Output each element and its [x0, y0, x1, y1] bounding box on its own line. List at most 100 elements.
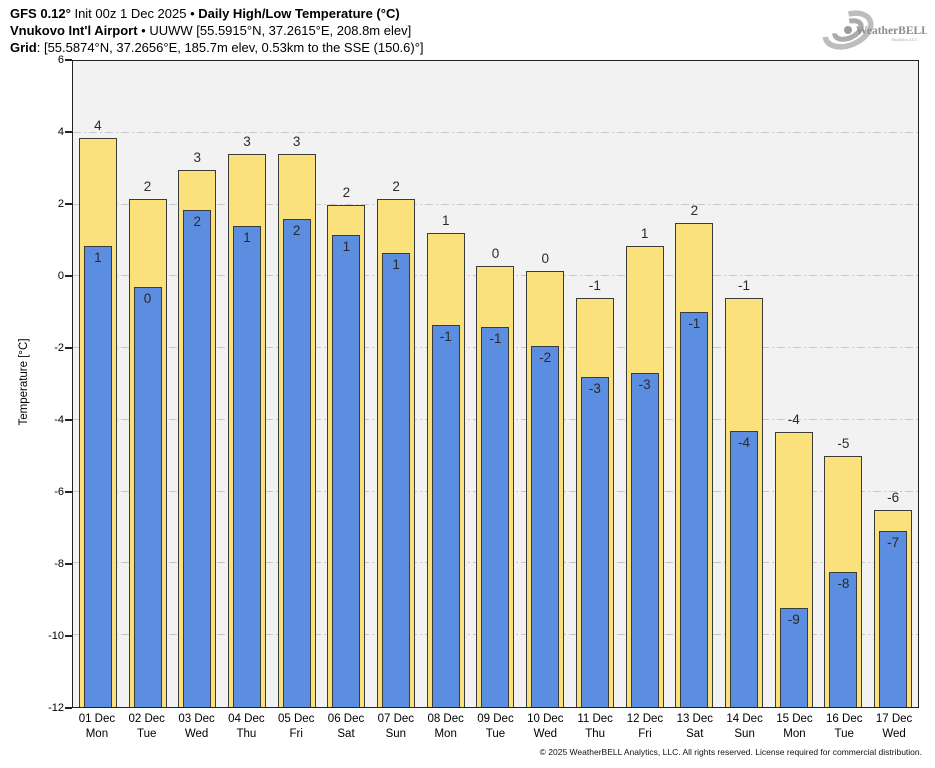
low-temp-label: -9 [787, 612, 800, 628]
y-tick-label: -6 [54, 486, 64, 498]
x-tick-day: Wed [882, 728, 906, 740]
low-temp-bar [680, 312, 709, 707]
y-tick-mark [65, 347, 72, 349]
low-temp-bar [133, 287, 162, 707]
init-time-text: Init 00z 1 Dec 2025 • [70, 6, 199, 21]
x-tick-day: Tue [137, 728, 157, 740]
x-tick-label: 01 Dec Mon [72, 712, 122, 742]
low-temp-label: -1 [688, 316, 701, 332]
x-tick-date: 12 Dec [626, 713, 664, 725]
low-temp-bar [332, 235, 361, 707]
x-tick-date: 07 Dec [377, 713, 415, 725]
weatherbell-logo: WeatherBELL Analytics LLC [822, 10, 927, 50]
logo-brand-text: WeatherBELL [856, 25, 927, 37]
x-tick-date: 01 Dec [78, 713, 116, 725]
high-temp-label: 2 [392, 179, 400, 195]
hurricane-swirl-icon [822, 10, 874, 50]
high-temp-label: -6 [887, 489, 900, 505]
x-tick-day: Tue [485, 728, 506, 740]
low-temp-bar [83, 245, 112, 707]
low-temp-label: 1 [342, 239, 351, 255]
low-temp-bar [431, 324, 460, 707]
low-temp-bar [730, 430, 759, 707]
low-temp-label: -7 [887, 535, 900, 551]
x-tick-label: 16 Dec Tue [819, 712, 869, 742]
x-tick-date: 15 Dec [776, 713, 813, 725]
x-tick-date: 03 Dec [178, 713, 215, 725]
bar-group-14-dec: -1 -4 [719, 61, 769, 707]
x-tick-date: 02 Dec [128, 713, 165, 725]
y-tick-label: -2 [54, 342, 64, 354]
bar-group-15-dec: -4 -9 [769, 61, 819, 707]
high-temp-label: 2 [690, 202, 699, 218]
low-temp-label: -4 [738, 434, 751, 450]
x-tick-date: 14 Dec [726, 713, 763, 725]
x-tick-day: Sun [734, 728, 755, 740]
x-tick-date: 08 Dec [427, 713, 464, 725]
low-temp-label: 0 [143, 291, 152, 307]
low-temp-label: -2 [539, 350, 552, 366]
low-temp-label: 2 [292, 222, 301, 238]
x-tick-label: 13 Dec Sat [670, 712, 720, 742]
x-tick-label: 10 Dec Wed [520, 712, 570, 742]
low-temp-label: 1 [392, 257, 400, 272]
x-tick-day: Wed [184, 728, 209, 740]
model-init-label: GFS 0.12° [10, 6, 71, 21]
chart-title: Daily High/Low Temperature (°C) [198, 6, 400, 21]
x-tick-label: 08 Dec Mon [421, 712, 471, 742]
y-tick-mark [65, 275, 72, 277]
x-tick-label: 07 Dec Sun [371, 712, 421, 742]
x-tick-day: Wed [533, 728, 558, 740]
y-tick-label: 6 [57, 54, 64, 66]
x-tick-day: Fri [638, 728, 652, 740]
y-tick-mark [65, 203, 72, 205]
low-temp-label: 2 [193, 213, 202, 229]
low-temp-bar [829, 572, 858, 707]
bar-group-08-dec: 1 -1 [421, 61, 471, 707]
low-temp-label: 1 [243, 230, 251, 246]
copyright-text: © 2025 WeatherBELL Analytics, LLC. All r… [539, 747, 922, 757]
x-tick-label: 05 Dec Fri [271, 712, 321, 742]
x-tick-day: Mon [783, 728, 806, 740]
low-temp-label: -3 [588, 380, 601, 396]
x-tick-label: 02 Dec Tue [122, 712, 172, 742]
y-tick-mark [65, 635, 72, 637]
high-temp-label: 4 [94, 118, 102, 134]
x-tick-date: 16 Dec [826, 713, 863, 725]
y-tick-mark [65, 419, 72, 421]
y-tick-label: 0 [57, 270, 64, 282]
low-temp-bar [580, 376, 609, 707]
x-tick-date: 05 Dec [277, 713, 315, 725]
x-tick-day: Mon [85, 728, 109, 740]
low-temp-bar [879, 531, 908, 707]
x-tick-date: 17 Dec [875, 713, 913, 725]
x-tick-label: 04 Dec Thu [221, 712, 271, 742]
grid-label: Grid [10, 40, 37, 55]
header-line-1: GFS 0.12° Init 00z 1 Dec 2025 • Daily Hi… [10, 5, 424, 22]
y-tick-label: -8 [54, 558, 64, 570]
y-tick-label: -12 [48, 702, 64, 714]
high-temp-label: 1 [442, 213, 450, 229]
low-temp-label: -1 [489, 330, 502, 346]
high-temp-label: 0 [491, 245, 500, 261]
x-tick-day: Sat [686, 728, 704, 740]
low-temp-label: -8 [837, 576, 850, 592]
high-temp-label: 2 [143, 179, 152, 195]
low-temp-bar [630, 373, 659, 707]
x-tick-day: Tue [834, 728, 854, 740]
bar-group-16-dec: -5 -8 [819, 61, 869, 707]
x-tick-day: Mon [434, 728, 457, 740]
low-temp-label: -3 [638, 377, 651, 393]
high-temp-label: 3 [243, 134, 251, 150]
x-tick-label: 15 Dec Mon [770, 712, 820, 742]
low-temp-bar [531, 346, 560, 707]
low-temp-bar [232, 226, 261, 707]
header-line-3: Grid: [55.5874°N, 37.2656°E, 185.7m elev… [10, 39, 424, 56]
x-tick-label: 14 Dec Sun [720, 712, 770, 742]
